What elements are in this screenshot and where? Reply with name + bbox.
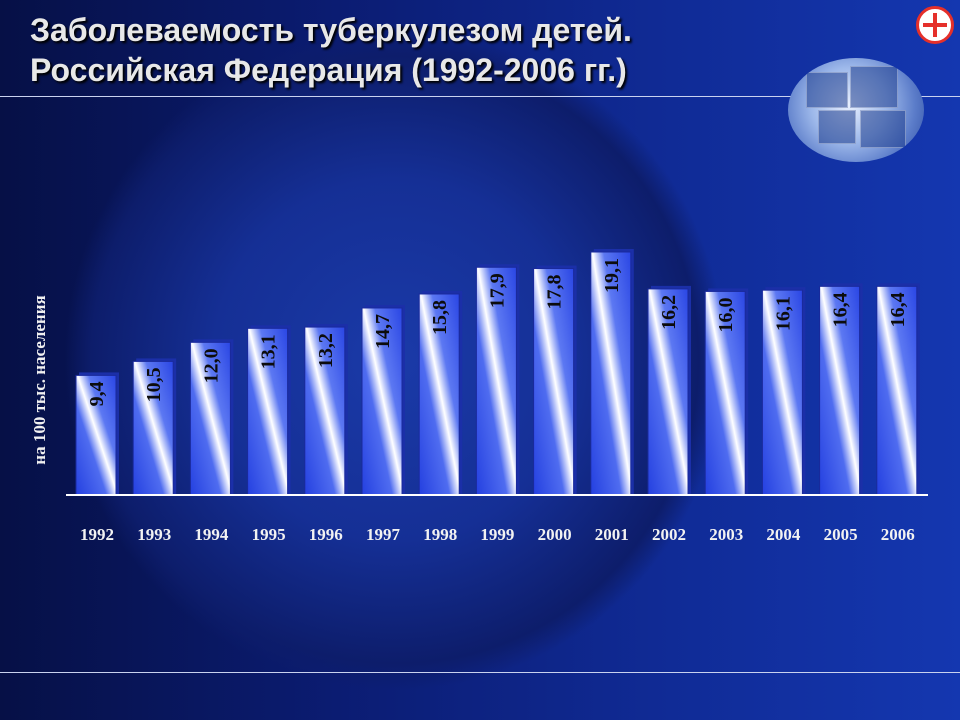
title-line-1: Заболеваемость туберкулезом детей.: [30, 12, 632, 48]
data-label-1994: 12,0: [200, 348, 222, 383]
data-label-2006: 16,4: [887, 292, 909, 327]
bar-1999: [475, 266, 517, 496]
x-tick-label-2005: 2005: [824, 525, 858, 544]
data-label-2000: 17,8: [544, 275, 566, 310]
x-tick-label-1993: 1993: [137, 525, 171, 544]
globe-collage-icon: [788, 58, 924, 162]
x-tick-label-1999: 1999: [480, 525, 514, 544]
bar-2005: [819, 285, 861, 496]
x-tick-label-1998: 1998: [423, 525, 457, 544]
x-tick-label-2000: 2000: [538, 525, 572, 544]
medical-cross-logo-icon: [916, 6, 954, 44]
title-divider-line: [0, 96, 960, 97]
x-tick-label-1994: 1994: [194, 525, 229, 544]
bar-2006: [876, 285, 918, 496]
bar-1994: [189, 341, 231, 496]
x-tick-label-1997: 1997: [366, 525, 401, 544]
bar-2004: [761, 289, 803, 496]
x-tick-label-2004: 2004: [766, 525, 801, 544]
x-tick-label-2001: 2001: [595, 525, 629, 544]
footer-divider-line: [0, 672, 960, 673]
data-label-2005: 16,4: [830, 292, 852, 327]
bar-1992: [75, 374, 117, 496]
x-tick-label-1992: 1992: [80, 525, 114, 544]
slide-title: Заболеваемость туберкулезом детей. Росси…: [30, 10, 790, 90]
data-label-1992: 9,4: [86, 381, 108, 406]
bar-1993: [132, 360, 174, 496]
data-label-2003: 16,0: [715, 297, 737, 332]
data-label-2001: 19,1: [601, 258, 623, 293]
data-label-1998: 15,8: [429, 300, 451, 335]
x-tick-label-2002: 2002: [652, 525, 686, 544]
x-tick-label-1996: 1996: [309, 525, 343, 544]
bar-1995: [247, 327, 289, 496]
data-label-2002: 16,2: [658, 295, 680, 330]
x-tick-label-2003: 2003: [709, 525, 743, 544]
x-tick-label-2006: 2006: [881, 525, 915, 544]
bar-1998: [418, 293, 460, 496]
data-label-1995: 13,1: [258, 334, 280, 369]
data-label-1997: 14,7: [372, 314, 394, 349]
data-label-1996: 13,2: [315, 333, 337, 368]
bar-2001: [590, 251, 632, 496]
title-line-2: Российская Федерация (1992-2006 гг.): [30, 52, 627, 88]
data-label-1993: 10,5: [143, 367, 165, 402]
bar-2000: [533, 268, 575, 496]
bar-1996: [304, 326, 346, 496]
data-label-2004: 16,1: [772, 296, 794, 331]
bar-1997: [361, 307, 403, 496]
data-label-1999: 17,9: [486, 273, 508, 308]
x-tick-label-1995: 1995: [252, 525, 286, 544]
